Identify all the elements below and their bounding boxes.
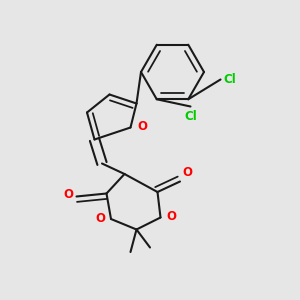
Text: O: O: [63, 188, 73, 202]
Text: O: O: [137, 119, 147, 133]
Text: Cl: Cl: [184, 110, 197, 122]
Text: O: O: [182, 166, 192, 179]
Text: O: O: [166, 210, 176, 223]
Text: O: O: [96, 212, 106, 225]
Text: Cl: Cl: [224, 73, 236, 86]
